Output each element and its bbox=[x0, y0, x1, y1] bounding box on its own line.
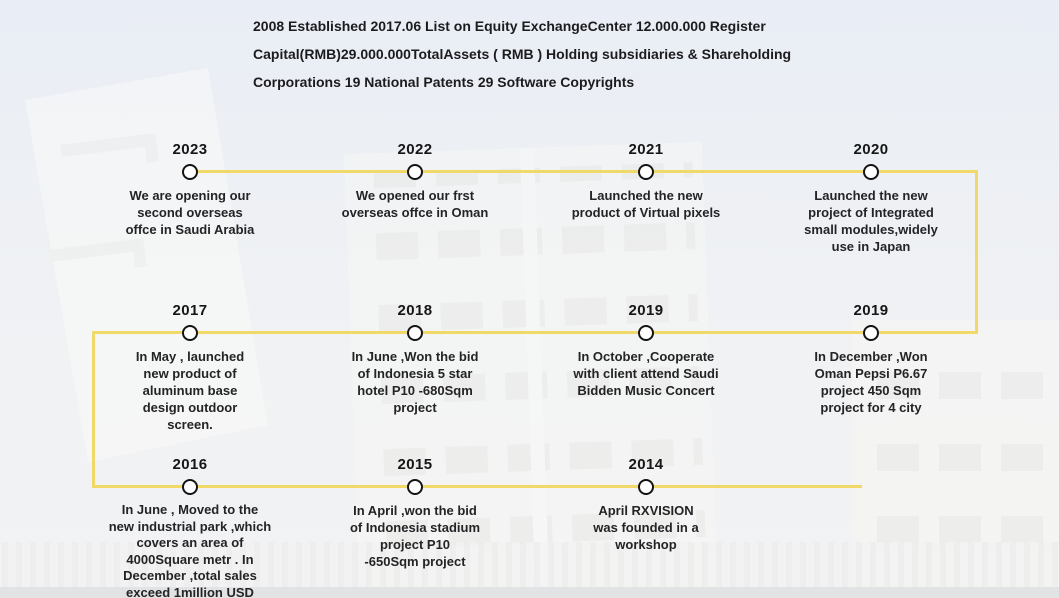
header-line-1: 2008 Established 2017.06 List on Equity … bbox=[253, 18, 766, 34]
milestone-description: April RXVISION was founded in a workshop bbox=[593, 503, 699, 552]
milestone-2017: 2017 In May , launched new product of al… bbox=[70, 302, 310, 433]
timeline-dot bbox=[182, 325, 198, 341]
timeline-dot bbox=[863, 164, 879, 180]
timeline-dot bbox=[638, 325, 654, 341]
milestone-description: In October ,Cooperate with client attend… bbox=[573, 349, 719, 398]
milestone-2018: 2018 In June ,Won the bid of Indonesia 5… bbox=[295, 302, 535, 416]
milestone-2021: 2021 Launched the new product of Virtual… bbox=[526, 141, 766, 221]
milestone-description: We are opening our second overseas offce… bbox=[125, 188, 255, 237]
milestone-description: Launched the new product of Virtual pixe… bbox=[571, 188, 721, 220]
milestone-description: Launched the new project of Integrated s… bbox=[804, 188, 938, 254]
timeline-dot bbox=[182, 164, 198, 180]
timeline-rail-right-connector bbox=[975, 170, 978, 334]
timeline-dot bbox=[407, 164, 423, 180]
milestone-year: 2023 bbox=[172, 141, 208, 158]
timeline-rail-left-connector bbox=[92, 331, 95, 488]
milestone-year: 2019 bbox=[853, 302, 889, 319]
timeline-rail-row3 bbox=[92, 485, 862, 488]
timeline-dot bbox=[863, 325, 879, 341]
milestone-year: 2022 bbox=[397, 141, 433, 158]
milestone-2019-december: 2019 In December ,Won Oman Pepsi P6.67 p… bbox=[751, 302, 991, 416]
milestone-description: In December ,Won Oman Pepsi P6.67 projec… bbox=[814, 349, 928, 415]
milestone-year: 2019 bbox=[628, 302, 664, 319]
milestone-description: In June , Moved to the new industrial pa… bbox=[108, 502, 272, 598]
milestone-description: We opened our frst overseas offce in Oma… bbox=[341, 188, 489, 220]
timeline-dot bbox=[182, 479, 198, 495]
milestone-description: In June ,Won the bid of Indonesia 5 star… bbox=[351, 349, 479, 415]
timeline-dot bbox=[407, 479, 423, 495]
milestone-year: 2017 bbox=[172, 302, 208, 319]
timeline-dot bbox=[638, 164, 654, 180]
milestone-2019-october: 2019 In October ,Cooperate with client a… bbox=[526, 302, 766, 399]
milestone-description: In May , launched new product of aluminu… bbox=[135, 349, 245, 432]
milestone-year: 2021 bbox=[628, 141, 664, 158]
milestone-year: 2015 bbox=[397, 456, 433, 473]
header-line-2: Capital(RMB)29.000.000TotalAssets ( RMB … bbox=[253, 46, 792, 62]
timeline-rail-row1 bbox=[190, 170, 977, 173]
milestone-description: In April ,won the bid of Indonesia stadi… bbox=[349, 503, 480, 569]
header-line-3: Corporations 19 National Patents 29 Soft… bbox=[253, 74, 635, 90]
milestone-2023: 2023 We are opening our second overseas … bbox=[70, 141, 310, 238]
milestone-year: 2020 bbox=[853, 141, 889, 158]
milestone-2016: 2016 In June , Moved to the new industri… bbox=[70, 456, 310, 598]
milestone-2020: 2020 Launched the new project of Integra… bbox=[751, 141, 991, 255]
company-summary-header: 2008 Established 2017.06 List on Equity … bbox=[253, 12, 791, 96]
timeline-dot bbox=[638, 479, 654, 495]
milestone-2022: 2022 We opened our frst overseas offce i… bbox=[295, 141, 535, 221]
timeline-dot bbox=[407, 325, 423, 341]
milestone-year: 2016 bbox=[172, 456, 208, 473]
milestone-2014: 2014 April RXVISION was founded in a wor… bbox=[526, 456, 766, 553]
milestone-year: 2014 bbox=[628, 456, 664, 473]
timeline-rail-row2 bbox=[92, 331, 978, 334]
milestone-2015: 2015 In April ,won the bid of Indonesia … bbox=[295, 456, 535, 570]
milestone-year: 2018 bbox=[397, 302, 433, 319]
